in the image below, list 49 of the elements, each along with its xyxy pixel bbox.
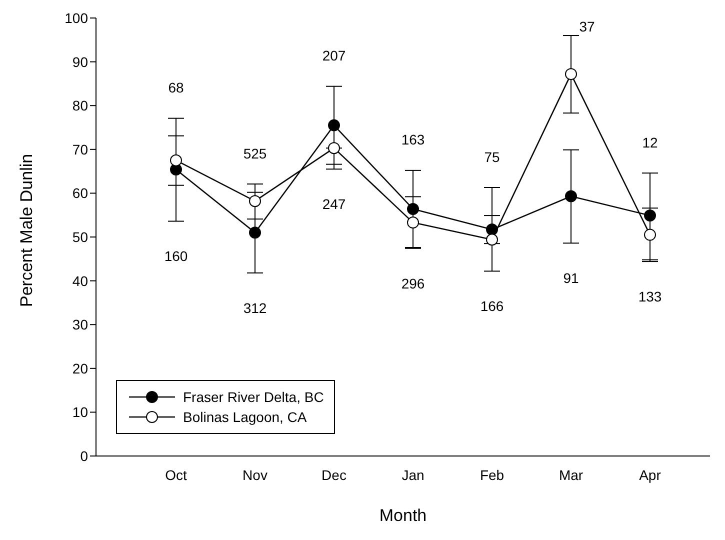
- x-axis-title: Month: [379, 506, 427, 525]
- annotation: 37: [579, 18, 595, 35]
- annotation: 296: [401, 275, 425, 292]
- x-tick-label: Feb: [480, 466, 504, 483]
- point: [328, 119, 340, 132]
- point: [249, 195, 261, 208]
- legend-label: Bolinas Lagoon, CA: [183, 409, 307, 425]
- y-tick-label: 50: [72, 228, 88, 245]
- y-tick-label: 80: [72, 98, 88, 114]
- point: [565, 190, 577, 202]
- x-tick-label: Oct: [165, 466, 187, 483]
- annotation: 91: [563, 270, 579, 286]
- y-axis-title: Percent Male Dunlin: [17, 154, 36, 307]
- point: [486, 234, 498, 246]
- x-tick-label: Jan: [402, 466, 424, 483]
- annotation: 525: [243, 145, 267, 162]
- annotation: 207: [322, 48, 346, 64]
- y-tick-label: 40: [72, 272, 88, 289]
- y-tick-label: 10: [72, 404, 88, 420]
- point: [565, 68, 577, 80]
- point: [407, 202, 419, 215]
- point: [644, 210, 656, 222]
- y-tick-label: 90: [72, 54, 88, 70]
- x-tick-label: Nov: [242, 466, 268, 483]
- annotation: 160: [164, 248, 188, 264]
- point: [249, 226, 261, 239]
- point: [486, 224, 498, 236]
- annotation: 312: [243, 300, 267, 316]
- y-tick-label: 60: [72, 185, 88, 202]
- annotation: 12: [642, 134, 658, 150]
- point: [407, 216, 419, 229]
- x-tick-label: Apr: [639, 466, 662, 483]
- y-tick-label: 70: [72, 141, 88, 158]
- annotation: 75: [484, 148, 500, 165]
- y-tick-label: 0: [80, 448, 88, 464]
- annotation: 247: [322, 196, 346, 212]
- annotation: 163: [401, 132, 425, 148]
- annotation: 133: [638, 288, 662, 305]
- annotation: 166: [480, 298, 504, 314]
- x-tick-label: Mar: [558, 466, 584, 483]
- point: [328, 142, 340, 154]
- point: [170, 154, 182, 166]
- y-tick-label: 30: [72, 316, 88, 333]
- legend-label: Fraser River Delta, BC: [183, 389, 324, 405]
- point: [644, 228, 656, 241]
- x-tick-label: Dec: [322, 466, 346, 483]
- y-tick-label: 100: [64, 10, 88, 26]
- y-tick-label: 20: [72, 360, 88, 376]
- annotation: 68: [168, 80, 184, 96]
